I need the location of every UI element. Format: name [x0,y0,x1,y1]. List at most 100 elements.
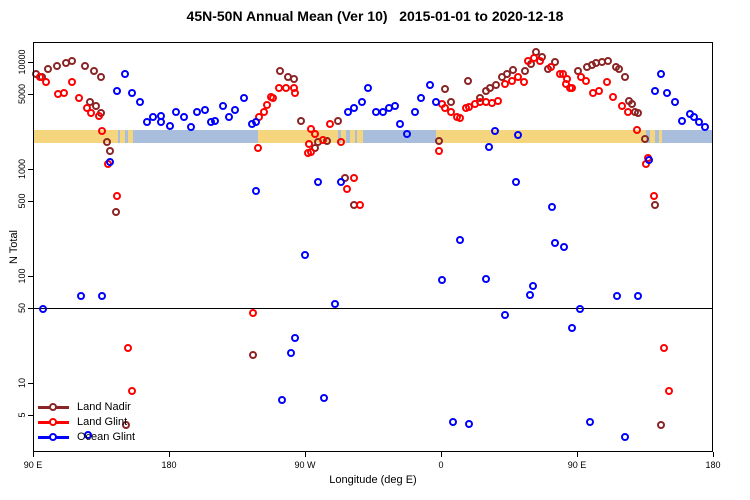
legend: Land Nadir Land Glint Ocean Glint [38,400,135,445]
scatter-point-ocean-glint [663,88,672,97]
land-band-segment [658,130,663,143]
legend-symbol [38,403,69,412]
scatter-point-ocean-glint [456,235,465,244]
scatter-point-land-nadir [249,351,258,360]
scatter-point-ocean-glint [484,142,493,151]
scatter-point-land-glint [595,87,604,96]
legend-item-land-glint: Land Glint [38,415,135,430]
scatter-point-ocean-glint [179,112,188,121]
legend-circle-icon [49,433,57,441]
scatter-point-ocean-glint [525,290,534,299]
scatter-point-land-glint [581,76,590,85]
scatter-point-ocean-glint [166,121,174,130]
scatter-point-land-glint [318,135,327,144]
scatter-point-land-nadir [297,117,306,126]
scatter-point-ocean-glint [252,118,261,127]
scatter-point-land-glint [291,88,300,97]
legend-item-ocean-glint: Ocean Glint [38,430,135,445]
scatter-point-land-nadir [91,102,100,111]
scatter-point-land-glint [513,73,522,82]
scatter-point-ocean-glint [105,158,114,166]
scatter-point-ocean-glint [135,98,144,107]
scatter-point-ocean-glint [128,88,137,97]
scatter-point-ocean-glint [395,120,404,129]
scatter-point-land-nadir [604,56,613,65]
land-band-segment [33,130,118,143]
scatter-point-ocean-glint [560,242,569,251]
scatter-point-ocean-glint [700,122,709,131]
scatter-point-ocean-glint [548,202,557,211]
scatter-point-land-nadir [502,69,511,78]
scatter-point-ocean-glint [314,178,323,187]
scatter-point-ocean-glint [156,118,165,127]
scatter-point-ocean-glint [291,334,300,343]
scatter-point-ocean-glint [98,291,106,300]
scatter-point-ocean-glint [403,130,412,139]
scatter-point-land-glint [123,344,132,353]
scatter-point-ocean-glint [670,97,679,106]
scatter-point-land-glint [305,139,314,148]
scatter-point-ocean-glint [224,112,233,121]
reference-line-50 [33,308,713,310]
scatter-point-land-nadir [105,147,114,156]
scatter-point-ocean-glint [84,431,93,440]
scatter-point-ocean-glint [187,122,196,131]
scatter-point-land-glint [447,108,456,117]
legend-label: Land Glint [77,416,128,428]
scatter-point-ocean-glint [76,292,85,301]
x-tick [441,452,442,457]
y-tick [28,415,33,417]
scatter-point-land-glint [558,70,567,79]
scatter-point-land-glint [113,192,122,201]
scatter-point-ocean-glint [350,103,359,112]
scatter-point-land-nadir [620,73,629,82]
scatter-point-land-glint [608,92,617,101]
scatter-point-land-glint [94,111,103,120]
scatter-point-land-glint [274,83,283,92]
scatter-point-ocean-glint [391,102,400,111]
y-tick [28,94,33,96]
scatter-point-land-glint [493,96,502,105]
scatter-point-land-glint [519,77,528,86]
scatter-point-ocean-glint [513,131,522,140]
scatter-point-land-glint [563,75,572,84]
scatter-point-ocean-glint [218,102,227,111]
scatter-point-ocean-glint [172,107,181,116]
scatter-point-land-glint [336,138,345,147]
scatter-point-land-nadir [651,200,660,209]
legend-circle-icon [49,403,57,411]
scatter-point-land-nadir [90,67,99,76]
scatter-point-land-nadir [276,66,285,75]
scatter-point-land-glint [342,185,351,194]
scatter-point-ocean-glint [240,93,249,102]
land-band-segment [119,130,126,143]
scatter-point-land-glint [536,56,545,65]
scatter-point-ocean-glint [113,87,122,96]
scatter-point-ocean-glint [230,106,239,115]
land-band-segment [349,130,355,143]
scatter-point-land-glint [507,76,516,85]
scatter-point-land-nadir [102,138,111,147]
scatter-point-ocean-glint [438,276,446,285]
x-tick-label: 90 E [567,460,587,470]
y-tick [28,308,33,310]
scatter-point-ocean-glint [634,291,643,300]
scatter-point-ocean-glint [379,108,388,117]
y-tick-label: 500 [17,193,27,209]
scatter-point-land-glint [87,109,96,118]
x-tick [305,452,306,457]
scatter-point-ocean-glint [330,300,339,309]
scatter-point-land-glint [567,84,576,93]
scatter-point-land-nadir [111,208,120,217]
scatter-point-ocean-glint [694,118,703,127]
x-tick [713,452,714,457]
scatter-point-land-nadir [441,85,450,94]
scatter-point-land-glint [632,125,641,134]
scatter-point-land-nadir [434,137,443,146]
scatter-point-land-nadir [463,76,472,85]
scatter-point-ocean-glint [357,97,366,106]
y-tick-label: 5 [17,412,27,418]
scatter-point-land-glint [98,126,106,135]
scatter-point-ocean-glint [678,116,687,125]
legend-item-land-nadir: Land Nadir [38,400,135,415]
